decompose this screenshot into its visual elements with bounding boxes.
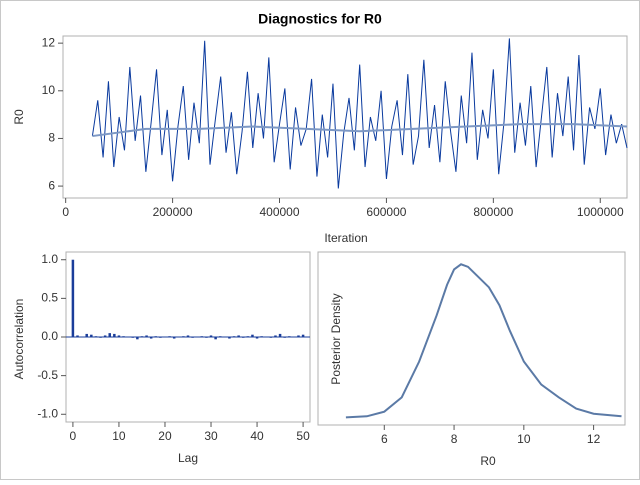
y-tick-label: 0.5 <box>41 291 58 305</box>
acf-bar <box>168 336 171 337</box>
x-tick-label: 800000 <box>473 205 513 219</box>
acf-bar <box>237 335 240 337</box>
x-tick-label: 0 <box>70 429 77 443</box>
x-axis-label: Lag <box>178 451 198 465</box>
acf-bar <box>172 337 176 339</box>
x-tick-label: 200000 <box>153 205 193 219</box>
series-line <box>91 38 628 189</box>
acf-bar <box>191 337 194 338</box>
acf-bar <box>205 337 208 338</box>
acf-bar <box>232 336 236 337</box>
x-axis-label: Iteration <box>324 231 367 245</box>
acf-bar <box>274 335 277 337</box>
acf-bar <box>159 337 162 338</box>
x-tick-label: 1000000 <box>577 205 624 219</box>
acf-bar <box>292 337 296 338</box>
acf-bar <box>117 335 121 337</box>
chart-title: Diagnostics for R0 <box>258 11 382 27</box>
acf-bar <box>223 337 227 338</box>
plot-frame <box>62 35 628 199</box>
acf-bar <box>209 335 213 337</box>
acf-bar <box>99 337 102 338</box>
acf-bar <box>103 335 107 337</box>
y-tick-label: -1.0 <box>37 406 58 420</box>
acf-bar <box>200 336 204 337</box>
x-tick-label: 40 <box>250 429 264 443</box>
x-tick-label: 50 <box>296 429 310 443</box>
x-tick-label: 0 <box>62 205 69 219</box>
x-tick-label: 10 <box>517 432 531 446</box>
acf-bar <box>145 335 148 337</box>
acf-bar <box>149 337 153 339</box>
acf-bar <box>260 336 263 337</box>
y-axis-label: Posterior Density <box>329 293 343 384</box>
x-tick-label: 20 <box>158 429 172 443</box>
acf-bar <box>283 337 286 338</box>
acf-bar <box>154 336 158 337</box>
acf-bar <box>241 337 245 338</box>
x-axis-label: R0 <box>480 454 496 468</box>
acf-bar <box>136 337 139 340</box>
acf-bar <box>108 333 111 337</box>
acf-bar <box>80 337 84 338</box>
series-line <box>92 123 628 138</box>
acf-bar <box>113 333 116 337</box>
acf-bar <box>265 337 268 338</box>
y-tick-label: 1.0 <box>41 252 58 266</box>
acf-bar <box>94 336 98 337</box>
y-tick-label: 0.0 <box>41 329 58 343</box>
x-tick-label: 12 <box>587 432 601 446</box>
acf-bar <box>251 334 254 337</box>
y-tick-label: 6 <box>48 178 55 192</box>
y-tick-label: -0.5 <box>37 368 58 382</box>
x-tick-label: 30 <box>204 429 218 443</box>
x-tick-label: 600000 <box>366 205 406 219</box>
acf-bar <box>297 335 300 337</box>
plot-frame <box>317 251 626 426</box>
x-tick-label: 6 <box>381 432 388 446</box>
acf-bar <box>218 336 222 337</box>
acf-bar <box>278 333 282 337</box>
y-tick-label: 8 <box>48 131 55 145</box>
acf-bar <box>122 336 125 337</box>
acf-bar <box>246 336 250 337</box>
acf-bar <box>301 334 305 337</box>
acf-bar <box>288 336 291 337</box>
acf-bar <box>163 337 167 338</box>
x-tick-label: 10 <box>112 429 126 443</box>
acf-bar <box>195 337 199 338</box>
series-line <box>345 263 622 419</box>
acf-bar <box>90 334 93 337</box>
y-tick-label: 12 <box>42 35 56 49</box>
acf-bar <box>255 337 259 339</box>
acf-bar <box>186 335 190 337</box>
acf-bar <box>214 337 217 340</box>
x-tick-label: 8 <box>451 432 458 446</box>
y-axis-label: R0 <box>12 109 26 125</box>
y-axis-label: Autocorrelation <box>12 299 26 380</box>
acf-bar <box>131 337 135 338</box>
acf-bar <box>140 336 144 337</box>
acf-bar <box>182 336 185 337</box>
acf-bar <box>228 337 231 339</box>
acf-bar <box>177 337 181 338</box>
acf-bar <box>85 333 88 337</box>
acf-bar <box>76 335 79 337</box>
x-tick-label: 400000 <box>259 205 299 219</box>
acf-bar <box>269 337 273 338</box>
acf-bar <box>126 337 130 338</box>
y-tick-label: 10 <box>42 83 56 97</box>
acf-bar <box>71 259 75 337</box>
